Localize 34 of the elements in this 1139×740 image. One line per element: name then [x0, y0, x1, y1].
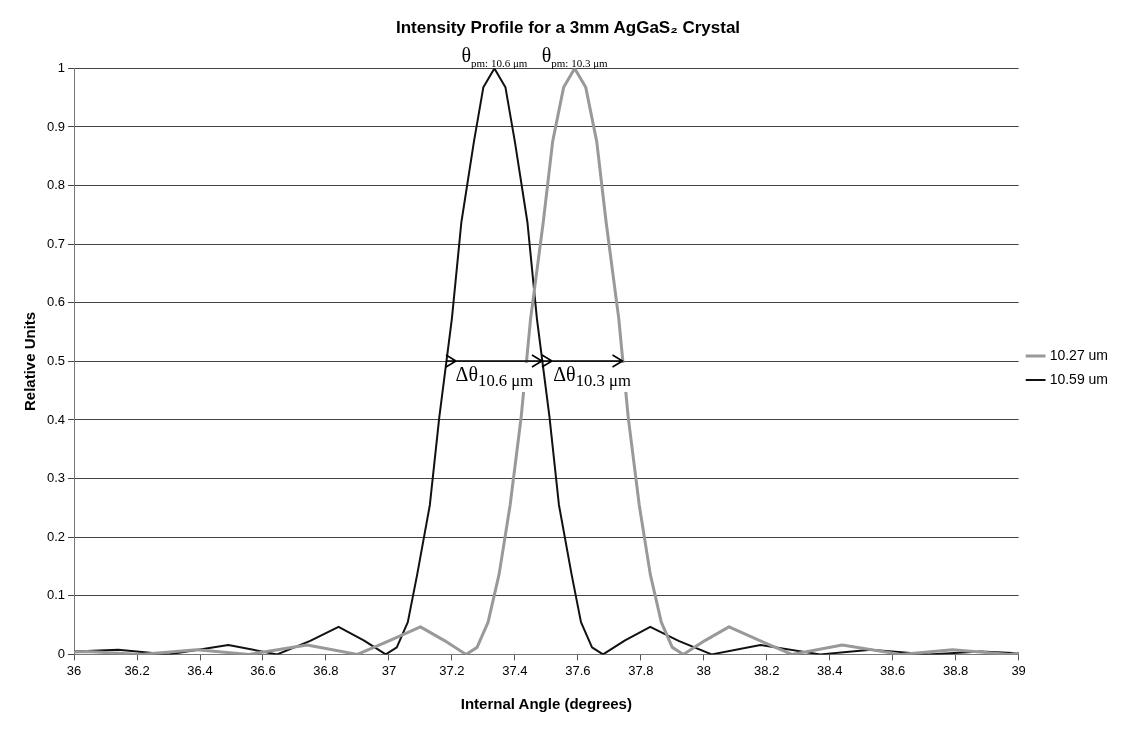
y-tick-label: 0.6	[46, 294, 66, 310]
y-tick-label: 0.9	[46, 118, 66, 134]
y-tick-label: 0.2	[46, 528, 66, 544]
y-tick-label: 0	[57, 645, 66, 661]
x-tick-label: 36.8	[313, 662, 339, 678]
x-tick-label: 36	[66, 662, 82, 678]
y-tick-label: 0.8	[46, 177, 66, 193]
x-tick-label: 36.4	[187, 662, 213, 678]
x-tick-label: 38.2	[754, 662, 780, 678]
y-tick-label: 0.4	[46, 411, 66, 427]
y-tick-label: 0.3	[46, 470, 66, 486]
x-tick-label: 38.8	[943, 662, 969, 678]
annotation: Δθ$_{10.3 μm}$	[551, 363, 633, 393]
x-tick-label: 36.6	[250, 662, 276, 678]
y-tick-label: 0.5	[46, 352, 66, 368]
chart-title: Intensity Profile for a 3mm AgGaS₂ Crystal	[395, 17, 741, 37]
x-tick-label: 37.4	[502, 662, 528, 678]
x-tick-label: 37.8	[628, 662, 654, 678]
annotation: Δθ$_{10.6 μm}$	[453, 363, 536, 393]
y-tick-label: 1	[57, 59, 66, 75]
x-tick-label: 38.4	[817, 662, 843, 678]
x-tick-label: 36.2	[124, 662, 150, 678]
x-tick-label: 38	[696, 662, 712, 678]
x-tick-label: 37	[381, 662, 397, 678]
legend-label: 10.27 um	[1049, 346, 1108, 363]
y-tick-label: 0.7	[46, 235, 66, 251]
legend-label: 10.59 um	[1049, 370, 1108, 387]
x-axis-title: Internal Angle (degrees)	[460, 695, 632, 713]
x-tick-label: 37.6	[565, 662, 591, 678]
x-tick-label: 37.2	[439, 662, 465, 678]
y-axis-title: Relative Units	[21, 311, 39, 411]
x-tick-label: 39	[1011, 662, 1026, 678]
x-tick-label: 38.6	[880, 662, 906, 678]
y-tick-label: 0.1	[46, 587, 66, 603]
